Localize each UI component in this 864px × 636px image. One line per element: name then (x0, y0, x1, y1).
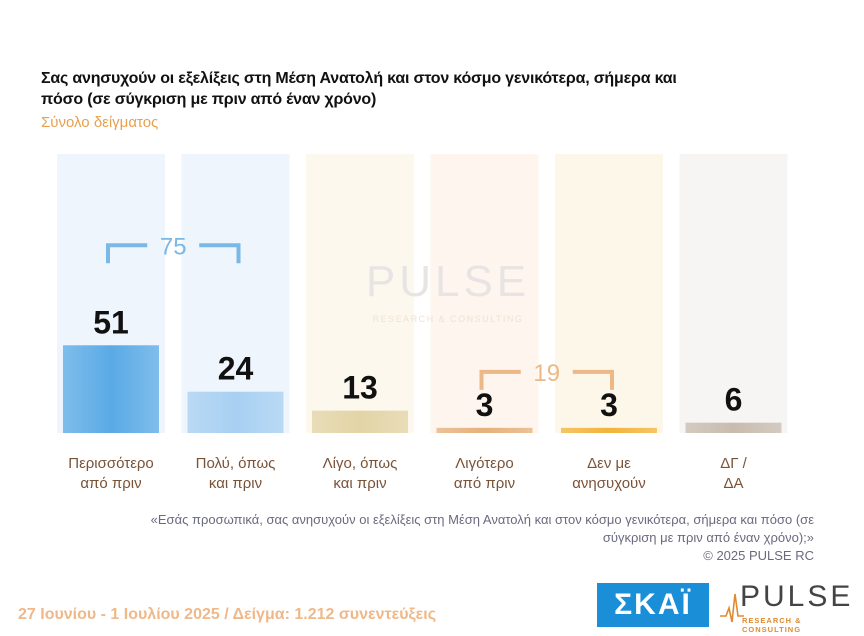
bar-2 (312, 410, 408, 433)
pulse-logo-sub: RESEARCH & CONSULTING (742, 616, 802, 634)
bar-value-0: 51 (93, 304, 129, 340)
bar-value-4: 3 (600, 387, 618, 423)
bar-0 (63, 345, 159, 433)
category-label-2-0: Λίγο, όπως (323, 455, 398, 472)
skai-logo: ΣΚΑΪ (597, 583, 709, 627)
pulse-wave-icon (720, 593, 744, 623)
category-label-3-0: Λιγότερο (455, 455, 513, 472)
bar-1 (187, 391, 284, 433)
pulse-logo-name: PULSE (740, 580, 854, 613)
bar-value-2: 13 (342, 370, 378, 406)
column-panel-2 (306, 154, 414, 433)
bar-value-3: 3 (476, 387, 494, 423)
category-label-2-1: και πριν (333, 475, 386, 492)
category-label-3-1: από πριν (454, 475, 515, 492)
column-panel-1 (181, 154, 290, 433)
group-bracket-right-1 (572, 369, 614, 390)
bar-value-1: 24 (218, 351, 254, 387)
question-text: «Εσάς προσωπικά, σας ανησυχούν οι εξελίξ… (150, 512, 814, 545)
bar-3 (436, 427, 533, 433)
group-total-0: 75 (160, 233, 187, 260)
category-label-0-1: από πριν (80, 475, 141, 492)
category-label-1-0: Πολύ, όπως (196, 455, 276, 472)
watermark-name: PULSE (366, 257, 530, 306)
bar-5 (685, 422, 782, 433)
category-label-1-1: και πριν (209, 475, 262, 492)
category-label-0-0: Περισσότερο (68, 455, 154, 472)
group-bracket-right-0 (199, 243, 241, 264)
category-label-4-1: ανησυχούν (572, 475, 646, 492)
category-label-5-1: ΔΑ (723, 475, 743, 492)
survey-question: «Εσάς προσωπικά, σας ανησυχούν οι εξελίξ… (150, 511, 814, 565)
column-panel-5 (679, 154, 788, 433)
footer-date-sample: 27 Ιουνίου - 1 Ιουλίου 2025 / Δείγμα: 1.… (18, 606, 437, 623)
group-bracket-left-0 (106, 243, 148, 264)
group-bracket-left-1 (479, 369, 521, 390)
chart-subtitle: Σύνολο δείγματος (41, 114, 159, 131)
bar-4 (561, 427, 657, 433)
bar-chart: PULSE RESEARCH & CONSULTING 51 Περισσότερο α… (57, 154, 788, 492)
column-panel-4 (555, 154, 663, 433)
bar-value-5: 6 (725, 382, 743, 418)
chart-title: Σας ανησυχούν οι εξελίξεις στη Μέση Ανατ… (41, 70, 677, 108)
category-label-5-0: ΔΓ / (720, 455, 747, 472)
watermark-sub: RESEARCH & CONSULTING (373, 314, 524, 324)
group-total-1: 19 (533, 360, 560, 387)
copyright: © 2025 PULSE RC (703, 548, 814, 563)
pulse-logo: PULSE RESEARCH & CONSULTING (720, 580, 854, 634)
column-panel-3 (430, 154, 539, 433)
category-label-4-0: Δεν με (587, 455, 631, 472)
